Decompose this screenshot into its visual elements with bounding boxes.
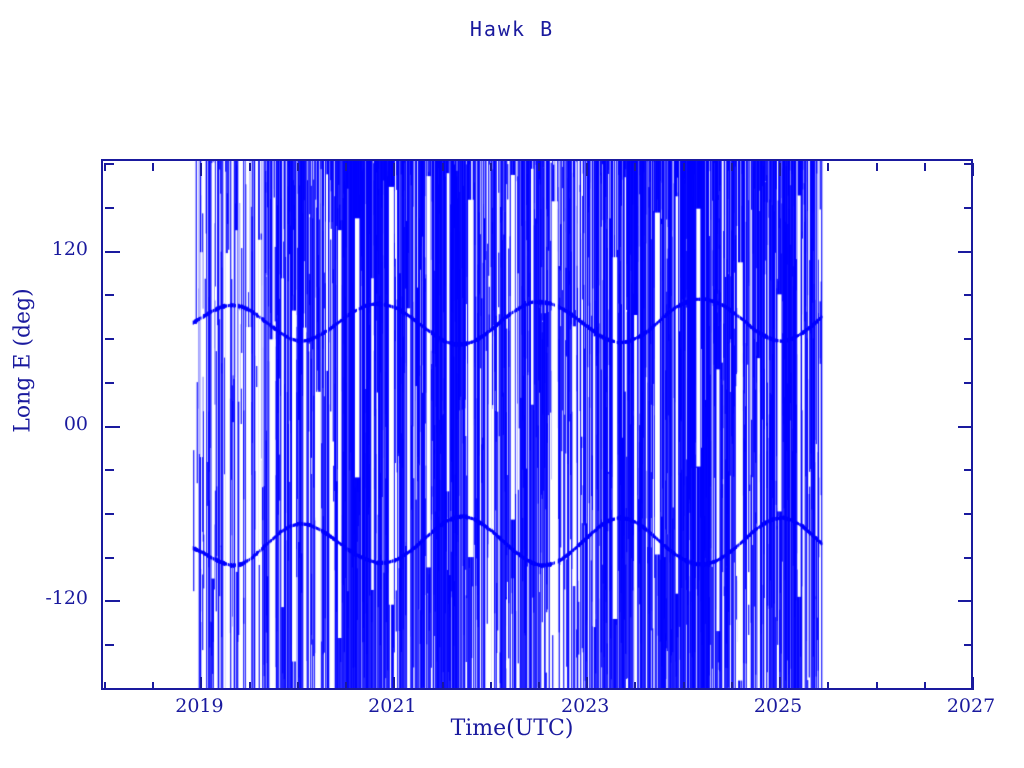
x-tick-label: 2019 xyxy=(175,695,224,717)
y-tick-right xyxy=(964,294,973,297)
x-tick-label: 2023 xyxy=(561,695,610,717)
y-tick xyxy=(105,207,114,210)
y-axis-title: Long E (deg) xyxy=(10,288,36,433)
plot-area xyxy=(103,161,971,688)
y-tick xyxy=(105,600,120,603)
x-tick xyxy=(152,682,155,690)
y-tick xyxy=(105,163,114,166)
x-tick-label: 2025 xyxy=(753,695,803,717)
y-tick-label: 120 xyxy=(51,237,88,260)
x-tick-label: 2021 xyxy=(368,695,417,717)
x-tick-top xyxy=(827,163,830,171)
y-tick-label: 00 xyxy=(63,412,88,435)
x-tick xyxy=(682,682,685,690)
y-tick-right xyxy=(964,556,973,559)
y-tick xyxy=(105,381,114,384)
x-tick-top xyxy=(923,163,926,171)
x-tick-top xyxy=(634,163,637,171)
y-tick-right xyxy=(964,207,973,210)
y-tick xyxy=(105,425,120,428)
x-tick-top xyxy=(489,163,492,171)
x-tick xyxy=(538,682,540,690)
x-tick-top xyxy=(972,163,974,176)
x-tick xyxy=(104,682,106,690)
x-tick-top xyxy=(730,163,733,171)
x-tick-top xyxy=(200,163,203,176)
page-title: Hawk B xyxy=(469,17,555,41)
y-tick-right xyxy=(958,600,973,603)
x-tick xyxy=(730,682,733,690)
x-tick-top xyxy=(586,163,589,176)
y-tick-right xyxy=(964,163,973,166)
x-tick xyxy=(634,682,637,690)
y-tick-right xyxy=(964,381,973,384)
y-tick-label: -120 xyxy=(45,587,88,610)
x-tick xyxy=(923,682,926,690)
plot-frame xyxy=(101,159,974,690)
x-tick-top xyxy=(104,163,106,171)
x-tick xyxy=(441,682,444,690)
x-tick xyxy=(586,677,589,690)
x-tick-top xyxy=(248,163,251,171)
y-tick-right xyxy=(958,425,973,428)
x-tick xyxy=(345,682,348,690)
x-tick-top xyxy=(152,163,155,171)
x-tick-label: 2027 xyxy=(946,695,996,717)
y-tick xyxy=(105,643,114,646)
x-tick-top xyxy=(296,163,299,171)
y-tick xyxy=(105,294,114,297)
x-tick-top xyxy=(345,163,348,171)
x-tick xyxy=(200,677,203,690)
y-tick-right xyxy=(964,469,973,472)
x-tick xyxy=(393,677,396,690)
x-axis-title: Time(UTC) xyxy=(450,716,574,741)
y-tick xyxy=(105,338,114,341)
x-tick xyxy=(779,677,782,690)
x-tick-top xyxy=(393,163,396,176)
x-tick xyxy=(875,682,878,690)
x-tick xyxy=(489,682,492,690)
y-tick-right xyxy=(964,687,973,690)
longitude-track-plot xyxy=(103,161,971,688)
y-tick-right xyxy=(964,643,973,646)
y-tick xyxy=(105,469,114,472)
x-tick xyxy=(827,682,830,690)
y-tick xyxy=(105,556,114,559)
x-tick-top xyxy=(682,163,685,171)
x-tick xyxy=(296,682,299,690)
x-tick xyxy=(972,677,974,690)
x-tick-top xyxy=(441,163,444,171)
x-tick-top xyxy=(779,163,782,176)
y-tick-right xyxy=(964,338,973,341)
x-tick-top xyxy=(875,163,878,171)
x-tick xyxy=(248,682,251,690)
y-tick-right xyxy=(958,250,973,253)
y-tick xyxy=(105,250,120,253)
y-tick-right xyxy=(964,512,973,515)
y-tick xyxy=(105,512,114,515)
x-tick-top xyxy=(538,163,540,171)
y-tick xyxy=(105,687,114,690)
